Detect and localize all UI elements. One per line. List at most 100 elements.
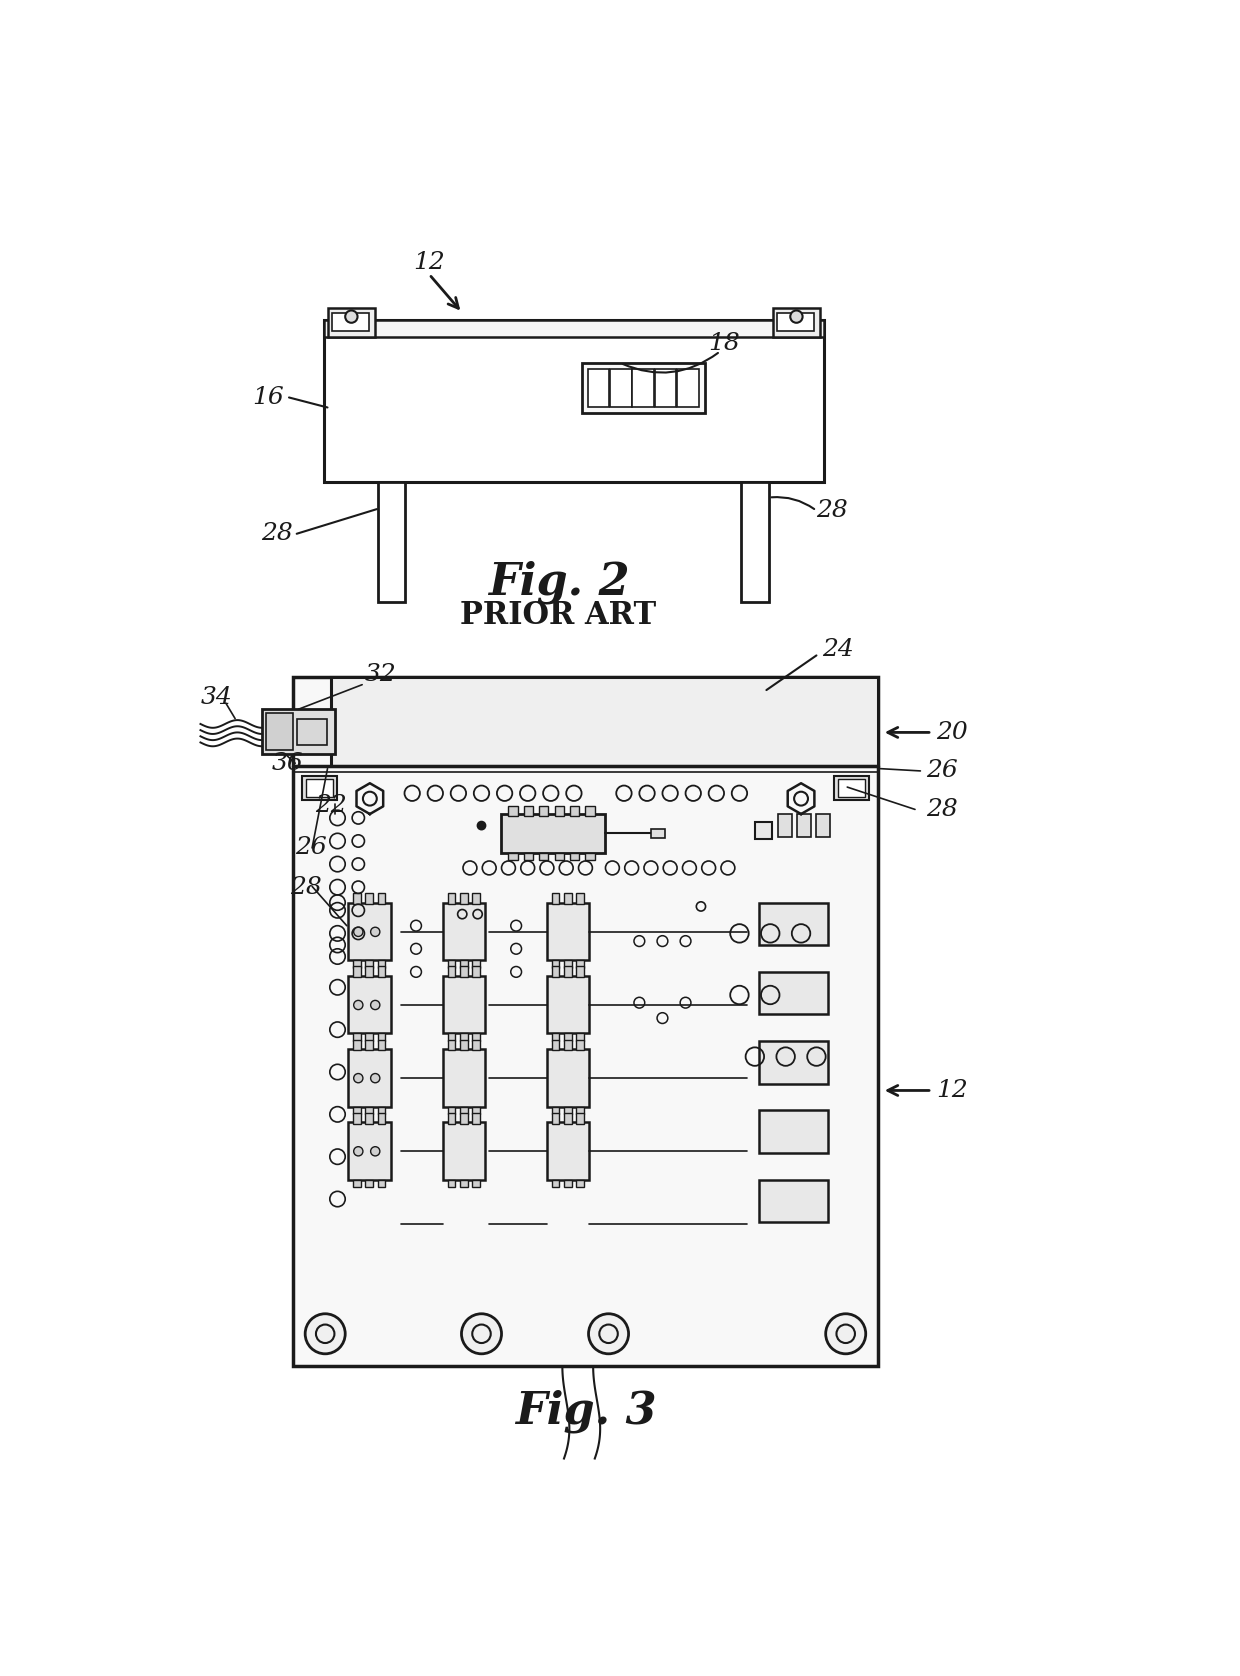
Circle shape xyxy=(353,1146,363,1156)
Bar xyxy=(448,1113,455,1123)
Bar xyxy=(377,960,386,969)
Bar xyxy=(377,483,405,602)
Bar xyxy=(265,714,293,751)
Text: 20: 20 xyxy=(936,721,967,744)
Bar xyxy=(377,967,386,977)
Text: 18: 18 xyxy=(708,332,740,355)
Bar xyxy=(472,1180,480,1188)
Bar xyxy=(564,1180,572,1188)
Bar xyxy=(585,853,595,860)
Bar xyxy=(353,1180,361,1188)
Bar xyxy=(366,967,373,977)
Bar xyxy=(366,893,373,903)
Bar xyxy=(353,1034,361,1041)
Bar xyxy=(448,1106,455,1115)
Circle shape xyxy=(353,1074,363,1083)
Text: 28: 28 xyxy=(926,798,959,821)
Bar xyxy=(353,1039,361,1051)
Bar xyxy=(366,960,373,969)
Text: Fig. 2: Fig. 2 xyxy=(487,560,630,603)
Bar xyxy=(777,815,792,836)
Bar xyxy=(348,1121,391,1180)
Bar xyxy=(472,1039,480,1051)
Text: 28: 28 xyxy=(816,499,848,523)
Bar xyxy=(501,815,605,853)
Circle shape xyxy=(826,1314,866,1354)
Text: 32: 32 xyxy=(365,664,397,685)
Bar xyxy=(448,1034,455,1041)
Text: 26: 26 xyxy=(926,759,959,783)
Bar xyxy=(348,975,391,1034)
Bar xyxy=(564,1113,572,1123)
Bar xyxy=(348,1049,391,1106)
Bar xyxy=(377,1034,386,1041)
Bar xyxy=(448,960,455,969)
Circle shape xyxy=(589,1314,629,1354)
Bar xyxy=(472,960,480,969)
Bar xyxy=(296,719,327,744)
Bar xyxy=(759,972,828,1014)
Bar xyxy=(353,967,361,977)
Bar xyxy=(448,893,455,903)
Text: 16: 16 xyxy=(252,385,284,409)
Bar xyxy=(366,1180,373,1188)
Bar xyxy=(366,1113,373,1123)
Bar xyxy=(262,709,335,754)
Bar xyxy=(472,1034,480,1041)
Bar xyxy=(443,1121,485,1180)
Text: 28: 28 xyxy=(262,523,293,545)
Bar xyxy=(797,815,811,836)
Bar xyxy=(523,806,533,816)
Bar xyxy=(835,776,869,799)
Bar xyxy=(564,893,572,903)
Bar xyxy=(303,776,337,799)
Bar xyxy=(547,1049,589,1106)
Bar xyxy=(460,960,467,969)
Text: 24: 24 xyxy=(822,639,853,660)
Bar xyxy=(443,903,485,960)
Bar xyxy=(460,893,467,903)
Bar xyxy=(460,967,467,977)
Bar xyxy=(448,967,455,977)
Circle shape xyxy=(790,310,802,323)
Bar xyxy=(677,369,698,407)
Bar xyxy=(472,1113,480,1123)
Bar xyxy=(508,853,517,860)
Circle shape xyxy=(477,821,485,830)
Bar xyxy=(366,1039,373,1051)
Bar xyxy=(472,893,480,903)
Bar xyxy=(331,677,878,766)
Circle shape xyxy=(353,927,363,937)
Bar xyxy=(777,313,815,332)
Bar xyxy=(460,1039,467,1051)
Bar xyxy=(472,1106,480,1115)
Bar xyxy=(443,1049,485,1106)
Bar xyxy=(460,1034,467,1041)
Bar xyxy=(552,1034,559,1041)
Bar xyxy=(377,893,386,903)
Circle shape xyxy=(461,1314,501,1354)
Text: 34: 34 xyxy=(201,685,232,709)
Bar xyxy=(554,853,564,860)
Bar xyxy=(353,893,361,903)
Bar xyxy=(755,821,771,838)
Bar xyxy=(377,1113,386,1123)
Circle shape xyxy=(305,1314,345,1354)
Bar xyxy=(547,975,589,1034)
Bar xyxy=(564,960,572,969)
Bar xyxy=(353,960,361,969)
Bar xyxy=(773,308,821,337)
Bar xyxy=(577,1106,584,1115)
Text: 12: 12 xyxy=(936,1079,967,1103)
Bar xyxy=(547,1121,589,1180)
Text: 36: 36 xyxy=(272,753,304,774)
Circle shape xyxy=(371,927,379,937)
Bar xyxy=(552,1106,559,1115)
Bar xyxy=(460,1180,467,1188)
Bar xyxy=(460,1106,467,1115)
Bar xyxy=(332,313,370,332)
Bar xyxy=(570,806,579,816)
Bar xyxy=(539,806,548,816)
Bar xyxy=(577,967,584,977)
Bar xyxy=(552,893,559,903)
